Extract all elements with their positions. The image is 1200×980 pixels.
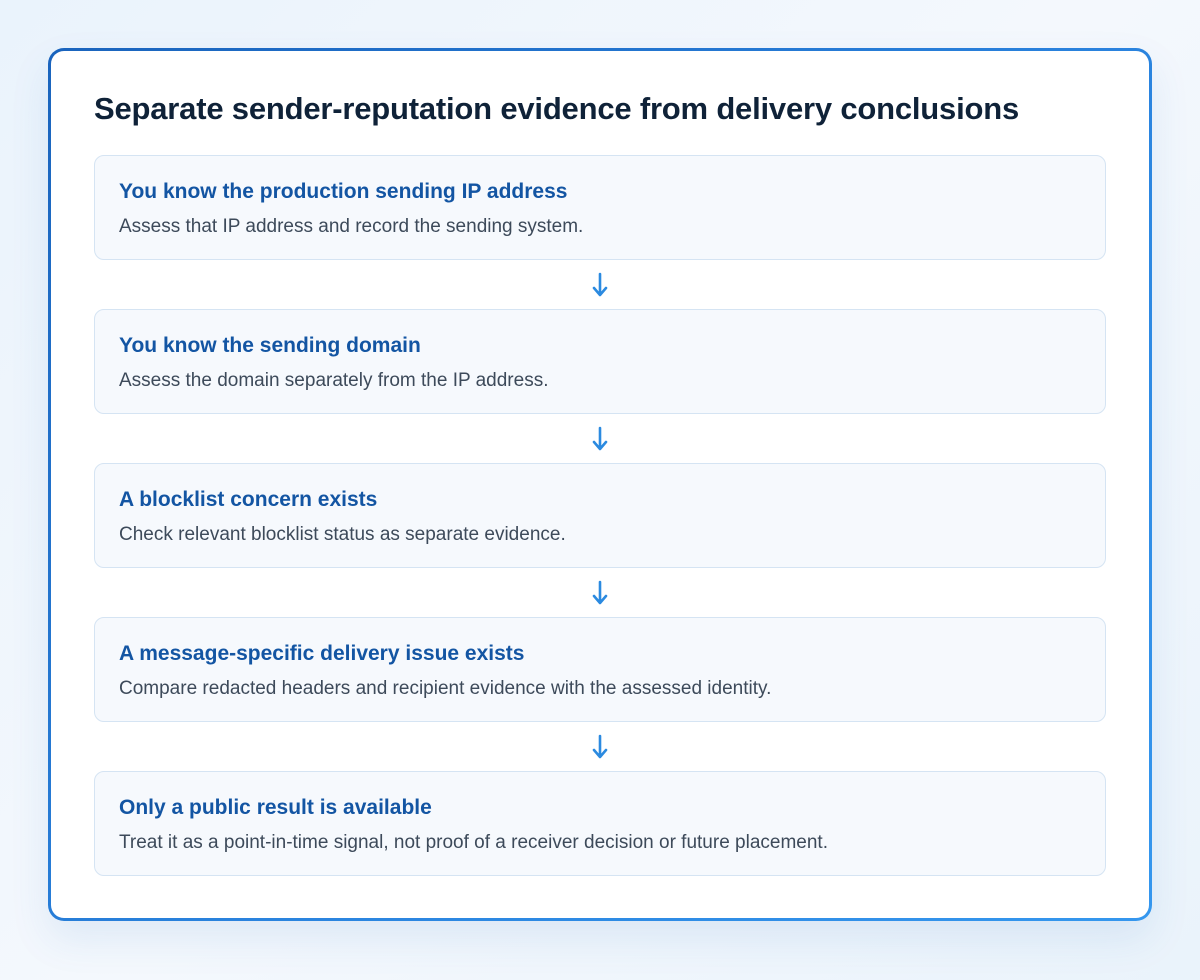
flow-panel: Separate sender-reputation evidence from… xyxy=(48,48,1152,921)
arrow-down-icon xyxy=(94,260,1106,309)
arrow-down-icon xyxy=(94,414,1106,463)
step-description: Assess the domain separately from the IP… xyxy=(119,370,549,391)
arrow-down-icon xyxy=(94,722,1106,771)
step-description: Assess that IP address and record the se… xyxy=(119,216,584,237)
step-description: Check relevant blocklist status as separ… xyxy=(119,524,566,545)
step-description: Compare redacted headers and recipient e… xyxy=(119,678,772,699)
step-title: You know the sending domain xyxy=(119,334,421,357)
step-list: You know the production sending IP addre… xyxy=(94,155,1106,876)
step-card-sending-domain: You know the sending domain Assess the d… xyxy=(94,309,1106,414)
step-title: Only a public result is available xyxy=(119,796,432,819)
step-title: A message-specific delivery issue exists xyxy=(119,642,525,665)
step-card-blocklist: A blocklist concern exists Check relevan… xyxy=(94,463,1106,568)
flow-panel-content: Separate sender-reputation evidence from… xyxy=(51,51,1149,918)
step-description: Treat it as a point-in-time signal, not … xyxy=(119,832,828,853)
step-card-public-result: Only a public result is available Treat … xyxy=(94,771,1106,876)
step-card-ip-address: You know the production sending IP addre… xyxy=(94,155,1106,260)
step-title: A blocklist concern exists xyxy=(119,488,378,511)
diagram-title: Separate sender-reputation evidence from… xyxy=(94,91,1019,126)
arrow-down-icon xyxy=(94,568,1106,617)
step-card-delivery-issue: A message-specific delivery issue exists… xyxy=(94,617,1106,722)
step-title: You know the production sending IP addre… xyxy=(119,180,568,203)
